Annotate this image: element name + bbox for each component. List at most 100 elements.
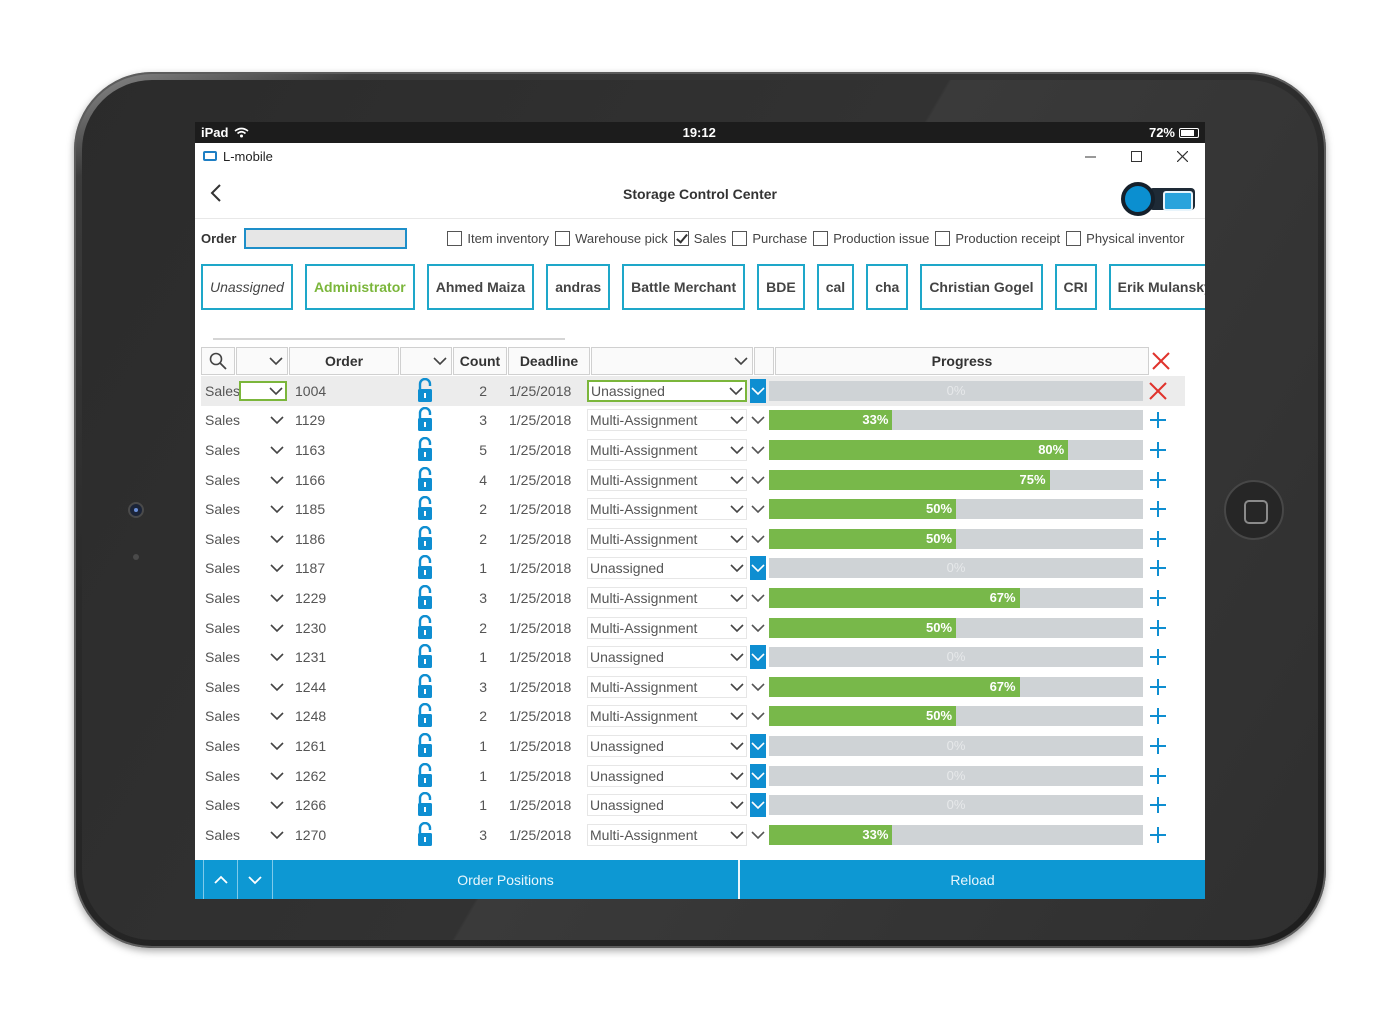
table-row[interactable]: Sales 1229 3 1/25/2018 Multi-Assignment 67% <box>201 583 1185 613</box>
user-filter-button[interactable]: cha <box>866 264 909 310</box>
minimize-button[interactable] <box>1067 143 1113 169</box>
expand-toggle[interactable] <box>750 497 766 521</box>
row-type-dropdown[interactable] <box>239 766 287 786</box>
add-assignment-button[interactable] <box>1145 767 1171 785</box>
filter-checkbox-1[interactable]: Warehouse pick <box>555 230 668 246</box>
row-type-dropdown[interactable] <box>239 440 287 460</box>
assignment-select[interactable]: Multi-Assignment <box>587 823 747 846</box>
order-search-input[interactable] <box>244 227 408 249</box>
remove-row-button[interactable] <box>1145 382 1171 400</box>
row-type-dropdown[interactable] <box>239 410 287 430</box>
table-row[interactable]: Sales 1166 4 1/25/2018 Multi-Assignment 75% <box>201 465 1185 495</box>
user-filter-button[interactable]: BDE <box>757 264 805 310</box>
add-assignment-button[interactable] <box>1145 707 1171 725</box>
lock-toggle[interactable] <box>413 762 437 789</box>
lock-toggle[interactable] <box>413 584 437 611</box>
assignment-select[interactable]: Multi-Assignment <box>587 498 747 521</box>
table-row[interactable]: Sales 1248 2 1/25/2018 Multi-Assignment 50% <box>201 702 1185 732</box>
row-type-dropdown[interactable] <box>239 558 287 578</box>
user-filter-button[interactable]: CRI <box>1054 264 1097 310</box>
lock-toggle[interactable] <box>413 436 437 463</box>
assignment-select[interactable]: Unassigned <box>587 646 747 669</box>
row-type-dropdown[interactable] <box>239 706 287 726</box>
expand-toggle[interactable] <box>750 704 766 728</box>
expand-toggle[interactable] <box>750 527 766 551</box>
assignment-select[interactable]: Multi-Assignment <box>587 438 747 461</box>
lock-toggle[interactable] <box>413 732 437 759</box>
order-column-header[interactable]: Order <box>289 347 399 375</box>
table-row[interactable]: Sales 1004 2 1/25/2018 Unassigned 0% <box>201 376 1185 406</box>
checkbox-box[interactable] <box>813 230 829 246</box>
filter-checkbox-5[interactable]: Production receipt <box>935 230 1060 246</box>
row-type-select[interactable] <box>239 470 291 490</box>
user-filter-button[interactable]: Administrator <box>304 264 415 310</box>
expand-toggle[interactable] <box>750 556 766 581</box>
checkbox-box[interactable] <box>1066 230 1082 246</box>
maximize-button[interactable] <box>1113 143 1159 169</box>
lock-filter-dropdown[interactable] <box>400 347 452 375</box>
mode-toggle[interactable] <box>1121 182 1197 216</box>
table-row[interactable]: Sales 1129 3 1/25/2018 Multi-Assignment 33% <box>201 406 1185 436</box>
add-assignment-button[interactable] <box>1145 559 1171 577</box>
checkbox-box[interactable] <box>447 230 463 246</box>
row-type-select[interactable] <box>239 825 291 845</box>
add-assignment-button[interactable] <box>1145 441 1171 459</box>
add-assignment-button[interactable] <box>1145 530 1171 548</box>
checkbox-box[interactable] <box>673 230 689 246</box>
row-type-select[interactable] <box>239 499 291 519</box>
row-type-select[interactable] <box>239 410 291 430</box>
assignment-select[interactable]: Multi-Assignment <box>587 527 747 550</box>
lock-toggle[interactable] <box>413 525 437 552</box>
add-assignment-button[interactable] <box>1145 589 1171 607</box>
lock-toggle[interactable] <box>413 703 437 729</box>
filter-checkbox-4[interactable]: Production issue <box>813 230 929 246</box>
table-row[interactable]: Sales 1230 2 1/25/2018 Multi-Assignment 50% <box>201 613 1185 643</box>
row-type-dropdown[interactable] <box>239 499 287 519</box>
row-type-dropdown[interactable] <box>239 529 287 549</box>
assignment-select[interactable]: Multi-Assignment <box>587 409 747 432</box>
filter-checkbox-3[interactable]: Purchase <box>732 230 807 246</box>
filter-checkbox-0[interactable]: Item inventory <box>447 230 549 246</box>
expand-toggle[interactable] <box>750 733 766 758</box>
assignment-select[interactable]: Unassigned <box>587 734 747 757</box>
row-type-dropdown[interactable] <box>239 647 287 667</box>
row-type-select[interactable] <box>239 558 291 578</box>
lock-toggle[interactable] <box>413 673 437 700</box>
table-row[interactable]: Sales 1262 1 1/25/2018 Unassigned 0% <box>201 761 1185 791</box>
row-type-select[interactable] <box>239 766 291 786</box>
lock-toggle[interactable] <box>413 644 437 670</box>
expand-toggle[interactable] <box>750 793 766 818</box>
expand-toggle[interactable] <box>750 438 766 462</box>
table-row[interactable]: Sales 1187 1 1/25/2018 Unassigned 0% <box>201 554 1185 584</box>
home-button[interactable] <box>1224 480 1284 540</box>
lock-toggle[interactable] <box>413 496 437 522</box>
table-row[interactable]: Sales 1266 1 1/25/2018 Unassigned 0% <box>201 790 1185 820</box>
lock-toggle[interactable] <box>413 555 437 581</box>
search-header-button[interactable] <box>201 347 235 375</box>
assignment-select[interactable]: Multi-Assignment <box>587 705 747 728</box>
close-window-button[interactable] <box>1159 143 1205 169</box>
row-type-select[interactable] <box>239 588 291 608</box>
expand-toggle[interactable] <box>750 378 766 403</box>
expand-toggle[interactable] <box>750 408 766 432</box>
row-type-dropdown[interactable] <box>239 825 287 845</box>
row-type-select[interactable] <box>239 618 291 638</box>
clear-filters-button[interactable] <box>1150 347 1172 375</box>
row-type-select[interactable] <box>239 795 291 815</box>
expand-toggle[interactable] <box>750 616 766 640</box>
add-assignment-button[interactable] <box>1145 500 1171 518</box>
lock-toggle[interactable] <box>413 377 437 404</box>
assignment-select[interactable]: Unassigned <box>587 379 747 402</box>
assignment-select[interactable]: Unassigned <box>587 557 747 580</box>
checkbox-box[interactable] <box>732 230 748 246</box>
expand-toggle[interactable] <box>750 586 766 610</box>
user-filter-button[interactable]: Battle Merchant <box>622 264 746 310</box>
user-filter-button[interactable]: cal <box>816 264 855 310</box>
table-row[interactable]: Sales 1231 1 1/25/2018 Unassigned 0% <box>201 642 1185 672</box>
row-type-dropdown[interactable] <box>239 470 287 490</box>
row-type-dropdown[interactable] <box>239 380 287 401</box>
user-filter-button[interactable]: Unassigned <box>201 264 293 310</box>
assignment-select[interactable]: Multi-Assignment <box>587 468 747 491</box>
expand-toggle[interactable] <box>750 823 766 847</box>
lock-toggle[interactable] <box>413 614 437 641</box>
